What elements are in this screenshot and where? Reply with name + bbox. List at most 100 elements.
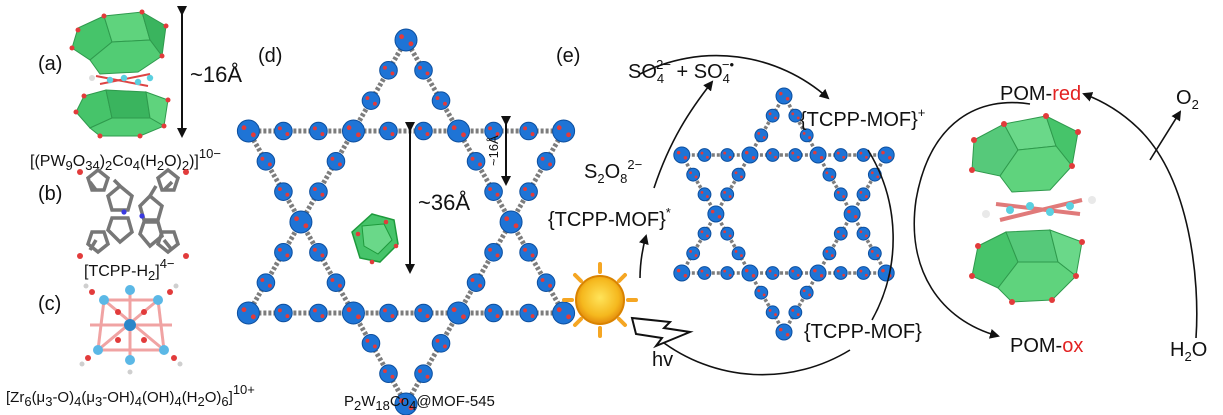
mof545-node-oxygen <box>418 126 422 131</box>
mof-cycle-node-oxygen <box>728 234 732 238</box>
mof-cycle-node-oxygen <box>728 155 732 159</box>
mof-cycle-node-oxygen <box>757 289 761 293</box>
panel-label-d: (d) <box>258 45 282 67</box>
mof-cycle-node-oxygen <box>723 191 727 194</box>
mof545-linker <box>246 129 304 224</box>
pom-height-label: ~16Å <box>190 62 242 87</box>
mof545-node-oxygen <box>451 125 457 131</box>
mof-cycle-zr-node <box>809 264 827 282</box>
mof-cycle-linker <box>714 213 752 274</box>
mof-cycle-node-oxygen <box>744 268 749 273</box>
mof545-zr-node <box>447 301 471 325</box>
mof545-node-oxygen <box>548 162 552 167</box>
mof-cycle-node-oxygen <box>734 171 738 175</box>
mof545-zr-node <box>256 152 276 171</box>
mof-cycle-node-oxygen <box>723 151 727 155</box>
mof-cycle-node-oxygen <box>864 155 868 159</box>
mof545-node-oxygen <box>425 314 430 319</box>
mof-cycle-node-oxygen <box>768 151 772 155</box>
mof545-node-oxygen <box>488 308 492 313</box>
mof-cycle-zr-node <box>877 146 895 164</box>
mof-cycle-node-oxygen <box>774 155 777 159</box>
mof545-zr-node <box>552 301 576 325</box>
mof545-node-oxygen <box>355 132 361 138</box>
mof-cycle-node-oxygen <box>876 175 880 179</box>
mof545-node-oxygen <box>383 308 387 313</box>
mof545-linker <box>298 220 356 315</box>
mof-cycle-node-oxygen <box>881 268 885 273</box>
mof545-node-oxygen <box>530 192 535 197</box>
mof545-zr-node <box>484 243 503 262</box>
mof-cycle-node-oxygen <box>676 150 681 155</box>
mof-cycle-zr-node <box>697 148 712 162</box>
mof-cycle-node-oxygen <box>819 274 824 278</box>
mof545-node-oxygen <box>365 338 370 343</box>
mof-cycle-zr-node <box>754 128 769 143</box>
mof-cycle-node-oxygen <box>791 151 795 155</box>
mof-cycle-zr-node <box>754 285 769 300</box>
mof-cycle-node-oxygen <box>751 156 756 160</box>
mof545-zr-node <box>447 119 471 143</box>
mof545-zr-node <box>274 182 293 201</box>
mof-cycle-linker <box>748 95 786 156</box>
mof-cycle-linker <box>850 213 888 274</box>
mof-cycle-node-oxygen <box>802 289 806 293</box>
mof545-linker <box>298 129 356 224</box>
persulfate-label: S2O82− <box>584 157 642 186</box>
panel-label-a: (a) <box>38 53 62 75</box>
mof545-node-oxygen <box>418 369 422 373</box>
mof545-zr-node <box>394 28 418 52</box>
mof545-zr-node <box>309 182 328 201</box>
mof-cycle-node-oxygen <box>881 150 885 155</box>
mof-cycle-linker <box>782 272 820 333</box>
mof545-node-oxygen <box>277 126 282 131</box>
pom-structure-image <box>69 9 171 139</box>
mof545-zr-node <box>536 152 556 171</box>
mof545-linker <box>246 220 304 315</box>
oxygen-label: O2 <box>1176 87 1199 112</box>
mof-cycle-node-oxygen <box>768 309 772 312</box>
mof-cycle-node-oxygen <box>791 112 795 116</box>
mof545-node-oxygen <box>372 101 377 106</box>
mof-cycle-node-oxygen <box>864 234 868 238</box>
mof545-node-oxygen <box>470 278 475 282</box>
mof545-node-oxygen <box>425 132 430 137</box>
mof545-node-oxygen <box>408 41 414 47</box>
mof545-zr-node <box>431 334 451 353</box>
mof-cycle-node-oxygen <box>694 254 698 257</box>
mof-cycle-node-oxygen <box>825 171 829 175</box>
pom-cycle-image <box>969 113 1096 305</box>
mof545-node-oxygen <box>312 126 317 131</box>
mof-cycle-node-oxygen <box>689 250 693 253</box>
mof-cycle-linker <box>850 154 888 215</box>
mof-cycle-zr-node <box>765 266 780 280</box>
mof-cycle-node-oxygen <box>830 175 834 179</box>
mof545-node-oxygen <box>277 247 282 252</box>
mof545-node-oxygen <box>337 283 342 288</box>
mof-ground-label: {TCPP-MOF} <box>804 321 922 343</box>
mof-cycle-zr-node <box>775 323 793 341</box>
mof545-node-oxygen <box>523 126 528 131</box>
mof-cycle-node-oxygen <box>723 269 727 273</box>
mof545-node-oxygen <box>260 278 265 282</box>
zr-formula: [Zr6(μ3-O)4(μ3-OH)4(OH)4(H2O)6]10+ <box>6 382 255 409</box>
mof-cycle-node-oxygen <box>796 313 800 316</box>
mof545-zr-node <box>431 91 451 110</box>
mof-cycle-zr-node <box>799 285 814 300</box>
mof545-zr-node <box>361 334 381 353</box>
mof-cycle-zr-node <box>731 167 746 182</box>
mof545-node-oxygen <box>435 338 440 343</box>
mof-cycle-node-oxygen <box>813 150 817 155</box>
mof-cycle-zr-node <box>720 148 735 162</box>
mof-cycle-node-oxygen <box>700 151 704 155</box>
mof545-linker <box>351 38 409 133</box>
mof-cycle-zr-node <box>697 187 712 202</box>
mof-cycle-node-oxygen <box>853 215 858 219</box>
mof-cycle-zr-node <box>833 187 848 202</box>
mof545-node-oxygen <box>478 162 482 167</box>
mof-cycle-node-oxygen <box>888 156 892 160</box>
tcpp-atoms <box>77 169 189 259</box>
mof545-linker <box>351 311 409 406</box>
pom-reduced-label: POM-red <box>1000 83 1081 105</box>
mof545-linker <box>508 220 566 315</box>
